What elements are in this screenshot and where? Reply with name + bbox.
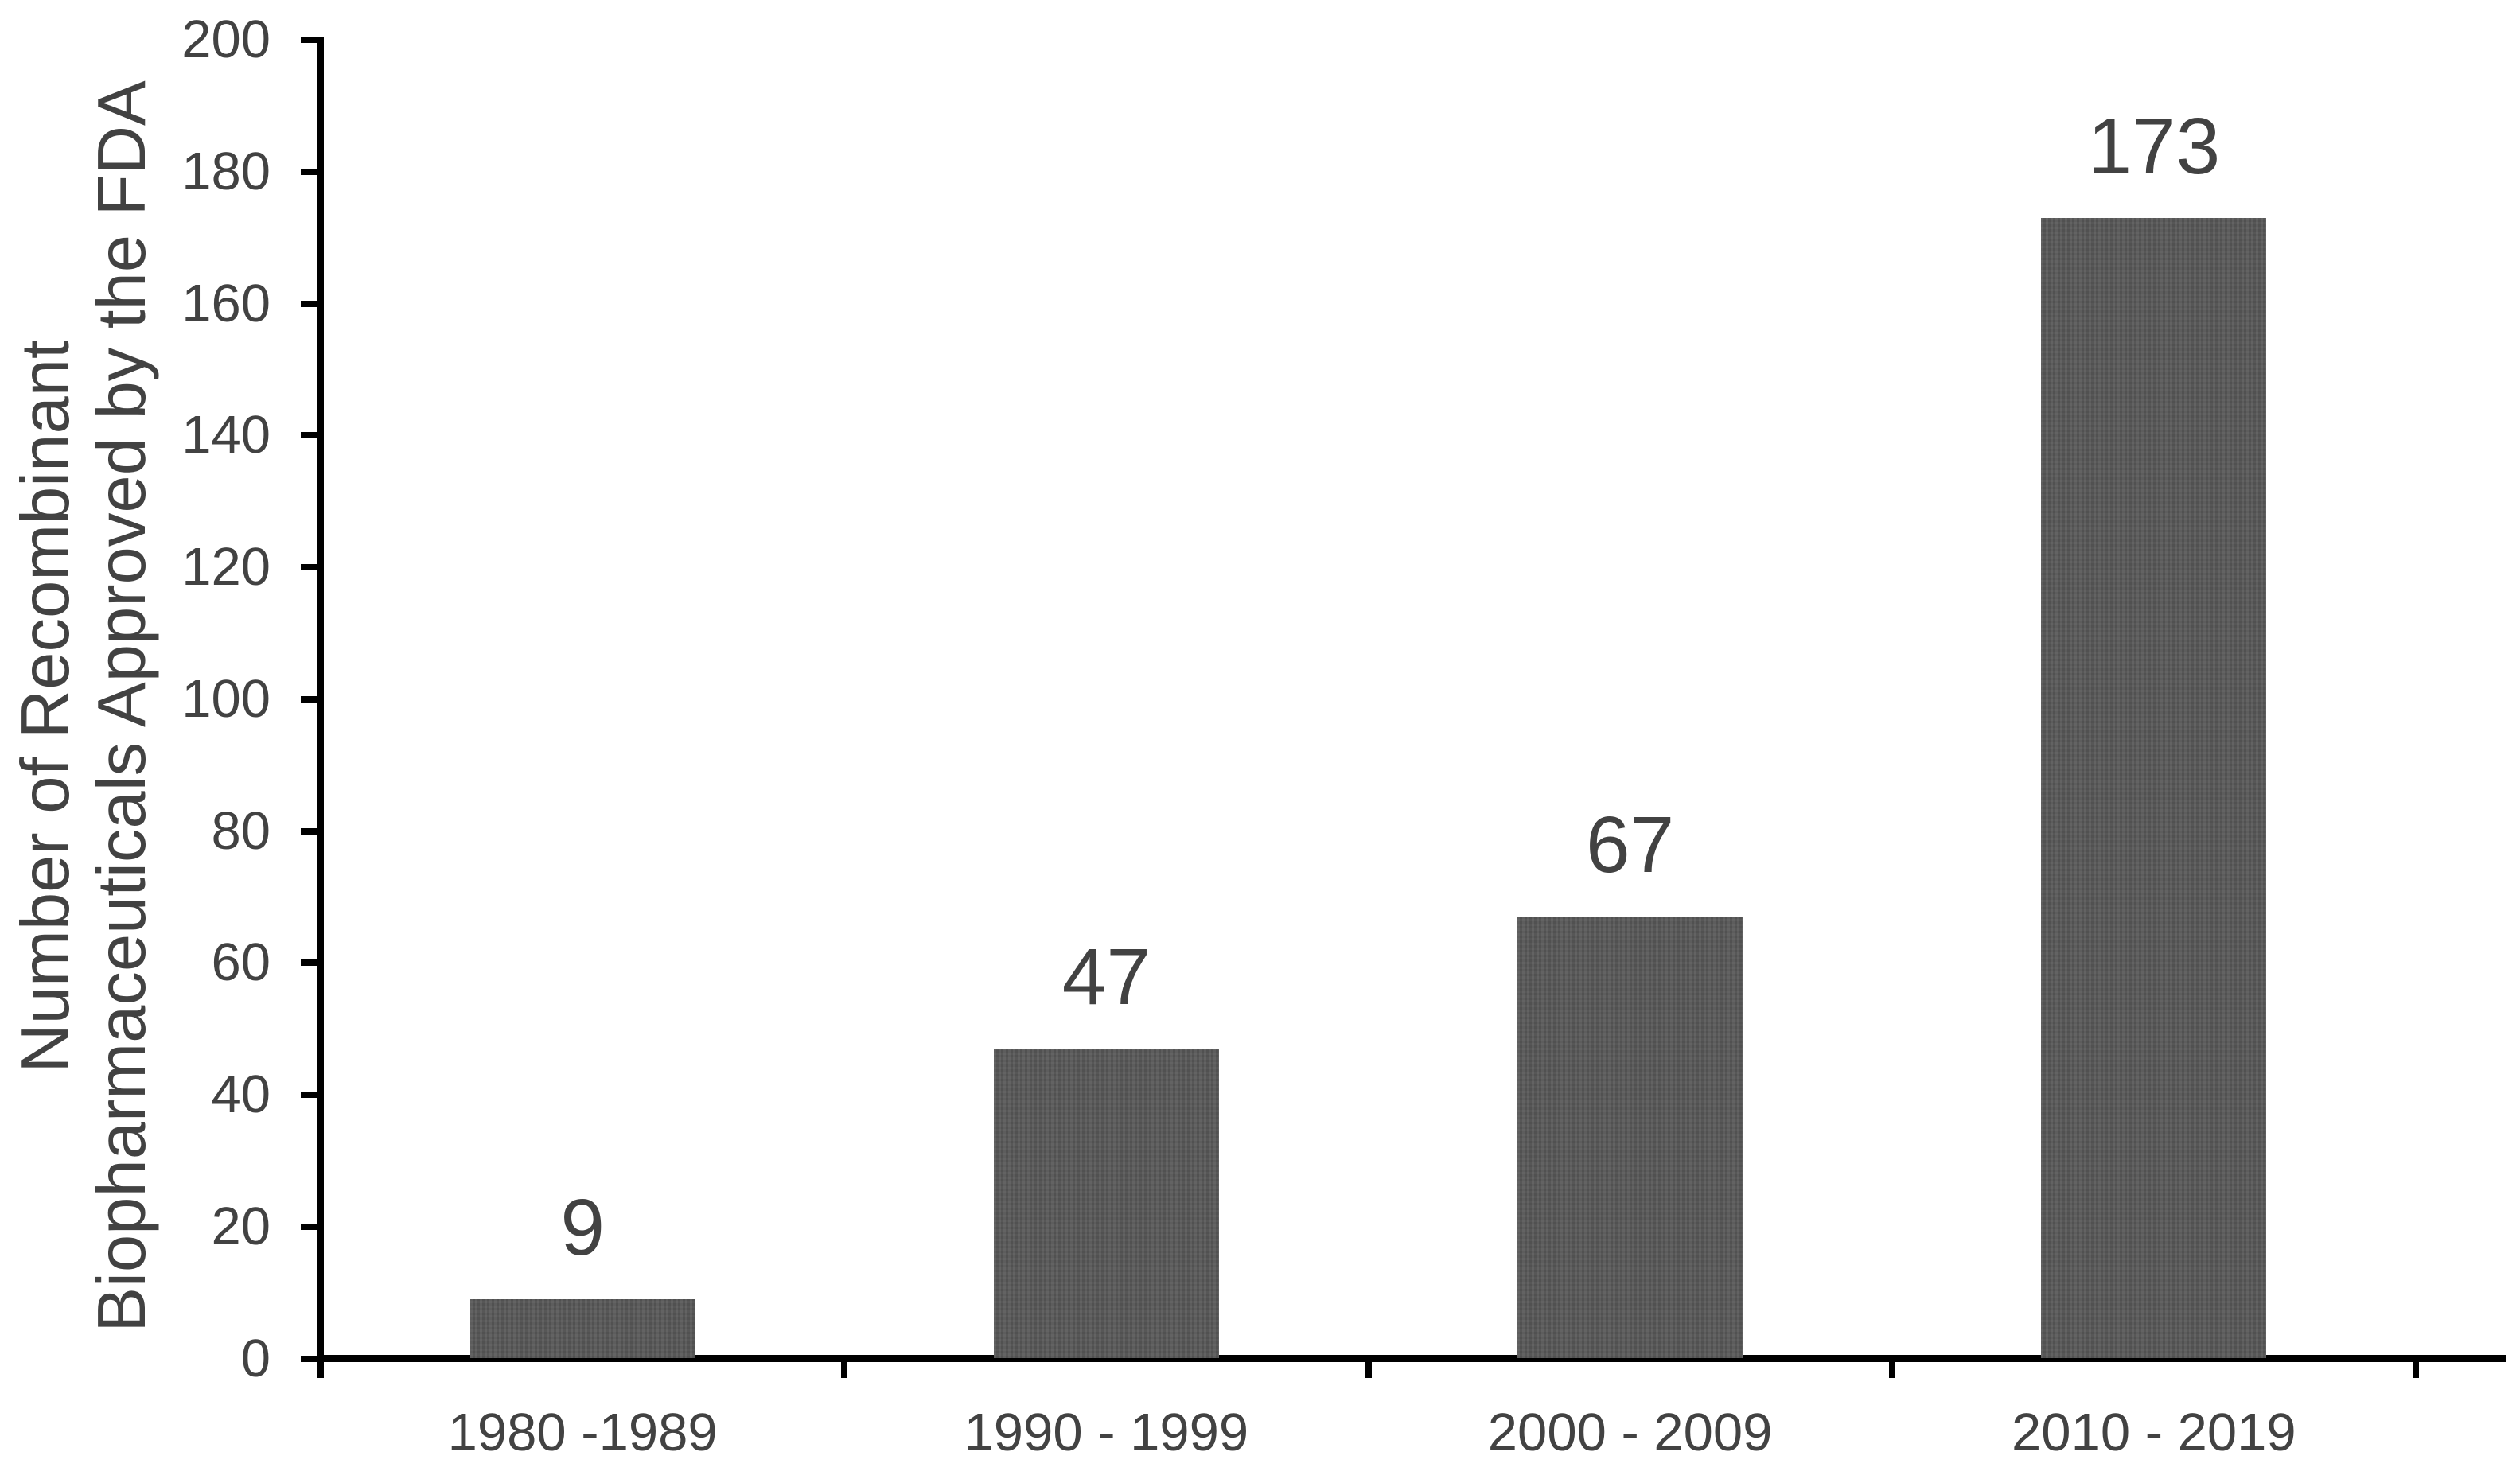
x-tick-mark [1888, 1355, 1895, 1378]
y-tick-label: 80 [211, 800, 271, 861]
x-category-label: 2000 - 2009 [1487, 1403, 1773, 1462]
bar-value-label: 173 [2087, 101, 2221, 191]
y-tick-label: 200 [181, 10, 271, 69]
y-tick-mark [301, 300, 317, 307]
x-axis-line [317, 1355, 2506, 1362]
y-tick-label: 40 [211, 1064, 271, 1124]
y-tick-mark [301, 564, 317, 570]
y-tick-mark [301, 1092, 317, 1098]
y-tick-mark [301, 695, 317, 703]
y-tick-label: 120 [181, 537, 271, 597]
bar [469, 1298, 695, 1358]
bar-value-label: 47 [1061, 932, 1151, 1022]
x-tick-mark [2413, 1355, 2419, 1378]
y-tick-label: 180 [181, 141, 271, 201]
y-tick-mark [301, 1223, 317, 1230]
x-category-label: 1990 - 1999 [964, 1403, 1249, 1462]
y-tick-mark [301, 959, 317, 967]
y-tick-mark [301, 1355, 317, 1362]
y-tick-mark [301, 37, 317, 43]
y-tick-label: 100 [181, 668, 271, 729]
x-tick-mark [1365, 1355, 1372, 1378]
x-category-label: 1980 -1989 [447, 1403, 718, 1462]
y-tick-label: 160 [181, 273, 271, 333]
x-tick-mark [841, 1355, 848, 1378]
y-tick-mark [301, 168, 317, 175]
y-tick-mark [301, 432, 317, 439]
y-axis-title-line1: Number of Recombinant [8, 340, 84, 1073]
bar [2041, 217, 2267, 1358]
y-axis-line [317, 37, 324, 1378]
y-tick-label: 60 [211, 932, 271, 993]
bar-value-label: 9 [560, 1182, 605, 1272]
bar [1517, 917, 1743, 1358]
x-category-label: 2010 - 2019 [2012, 1403, 2296, 1462]
bar-value-label: 67 [1586, 800, 1675, 890]
y-tick-label: 0 [240, 1328, 271, 1388]
y-tick-label: 140 [181, 405, 271, 465]
y-tick-mark [301, 827, 317, 835]
bar [993, 1048, 1219, 1358]
y-tick-label: 20 [211, 1196, 271, 1256]
